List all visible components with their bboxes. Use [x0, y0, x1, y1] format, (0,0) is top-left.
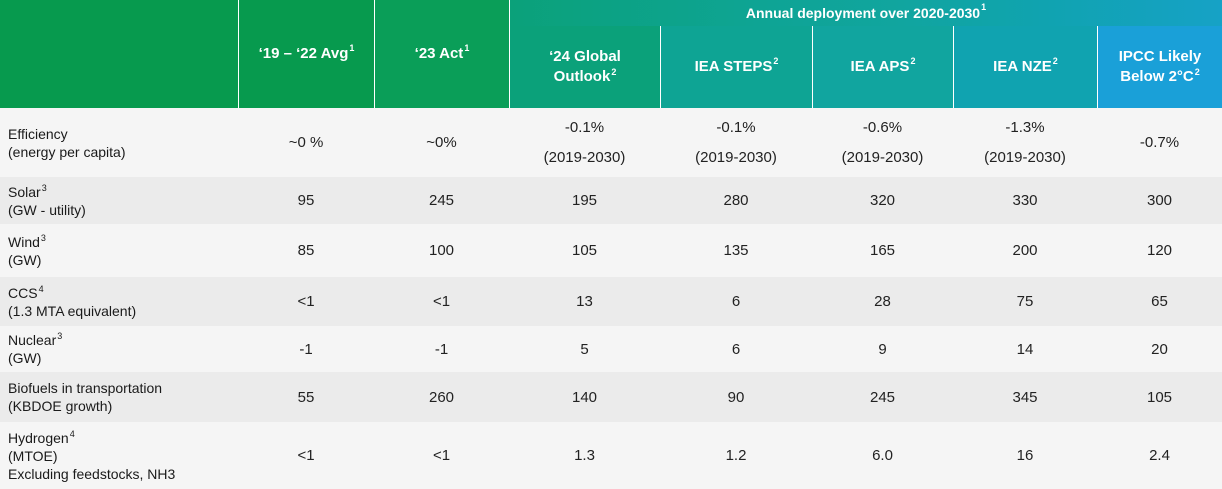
- row-label-ccs: CCS4 (1.3 MTA equivalent): [0, 277, 238, 326]
- table-cell: 14: [953, 326, 1097, 372]
- table-cell: 6: [660, 277, 812, 326]
- table-cell: 1.3: [509, 422, 660, 489]
- header-col-aps-label: IEA APS: [850, 58, 910, 75]
- row-label-sub: (energy per capita): [8, 143, 126, 160]
- table-cell: -1: [238, 326, 374, 372]
- table-cell: 330: [953, 177, 1097, 224]
- table-cell: 9: [812, 326, 953, 372]
- table-cell: 13: [509, 277, 660, 326]
- table-cell: <1: [238, 422, 374, 489]
- table-cell: 28: [812, 277, 953, 326]
- header-col-outlook-label: ‘24 Global Outlook2: [549, 48, 621, 85]
- row-label-solar: Solar3 (GW - utility): [0, 177, 238, 224]
- row-label-hydrogen: Hydrogen4 (MTOE) Excluding feedstocks, NH3: [0, 422, 238, 489]
- header-col-avg-label: ‘19 – ‘22 Avg: [258, 45, 349, 62]
- table-cell: 105: [509, 224, 660, 277]
- table-cell: 260: [374, 372, 509, 422]
- row-label-efficiency: Efficiency (energy per capita): [0, 108, 238, 177]
- table-cell: 5: [509, 326, 660, 372]
- table-cell: 65: [1097, 277, 1222, 326]
- table-cell: <1: [374, 277, 509, 326]
- table-cell: 120: [1097, 224, 1222, 277]
- header-col-ipcc-label: IPCC Likely Below 2°C2: [1118, 48, 1202, 85]
- table-cell: 90: [660, 372, 812, 422]
- header-group: Annual deployment over 2020-2030 1: [509, 0, 1222, 26]
- table-cell: 165: [812, 224, 953, 277]
- table-cell: 85: [238, 224, 374, 277]
- table-cell: 75: [953, 277, 1097, 326]
- header-col-steps-label: IEA STEPS: [694, 58, 773, 75]
- row-label-nuclear: Nuclear3 (GW): [0, 326, 238, 372]
- table-cell: -0.1% (2019-2030): [660, 108, 812, 177]
- table-cell: 55: [238, 372, 374, 422]
- table-cell: 100: [374, 224, 509, 277]
- header-col-ipcc: IPCC Likely Below 2°C2: [1097, 26, 1222, 108]
- header-col-avg: ‘19 – ‘22 Avg 1: [238, 0, 374, 108]
- table-cell: 6.0: [812, 422, 953, 489]
- header-group-label: Annual deployment over 2020-2030: [745, 5, 981, 21]
- table-cell: <1: [374, 422, 509, 489]
- table-cell: 6: [660, 326, 812, 372]
- table-cell: 345: [953, 372, 1097, 422]
- header-col-act: ‘23 Act 1: [374, 0, 509, 108]
- header-col-act-label: ‘23 Act: [414, 45, 464, 62]
- table-cell: ~0 %: [238, 108, 374, 177]
- table-cell: -0.1% (2019-2030): [509, 108, 660, 177]
- table-cell: 1.2: [660, 422, 812, 489]
- table-cell: 2.4: [1097, 422, 1222, 489]
- table-cell: -0.6% (2019-2030): [812, 108, 953, 177]
- header-col-nze: IEA NZE 2: [953, 26, 1097, 108]
- table-cell: 300: [1097, 177, 1222, 224]
- header-col-outlook: ‘24 Global Outlook2: [509, 26, 660, 108]
- table-cell: 20: [1097, 326, 1222, 372]
- row-label-biofuels: Biofuels in transportation (KBDOE growth): [0, 372, 238, 422]
- table-cell: -0.7%: [1097, 108, 1222, 177]
- table-cell: 200: [953, 224, 1097, 277]
- row-label-wind: Wind3 (GW): [0, 224, 238, 277]
- row-label-main: Efficiency: [8, 125, 68, 142]
- table-cell: 105: [1097, 372, 1222, 422]
- table-cell: -1.3% (2019-2030): [953, 108, 1097, 177]
- header-col-steps: IEA STEPS 2: [660, 26, 812, 108]
- table-cell: 135: [660, 224, 812, 277]
- table-cell: 195: [509, 177, 660, 224]
- table-cell: 320: [812, 177, 953, 224]
- table-cell: ~0%: [374, 108, 509, 177]
- table-cell: <1: [238, 277, 374, 326]
- table-cell: 140: [509, 372, 660, 422]
- table-cell: 280: [660, 177, 812, 224]
- header-col-aps: IEA APS 2: [812, 26, 953, 108]
- header-col-nze-label: IEA NZE: [993, 58, 1052, 75]
- table-cell: 245: [374, 177, 509, 224]
- table-cell: 245: [812, 372, 953, 422]
- table-cell: 16: [953, 422, 1097, 489]
- table-cell: -1: [374, 326, 509, 372]
- table-cell: 95: [238, 177, 374, 224]
- header-corner: [0, 0, 238, 108]
